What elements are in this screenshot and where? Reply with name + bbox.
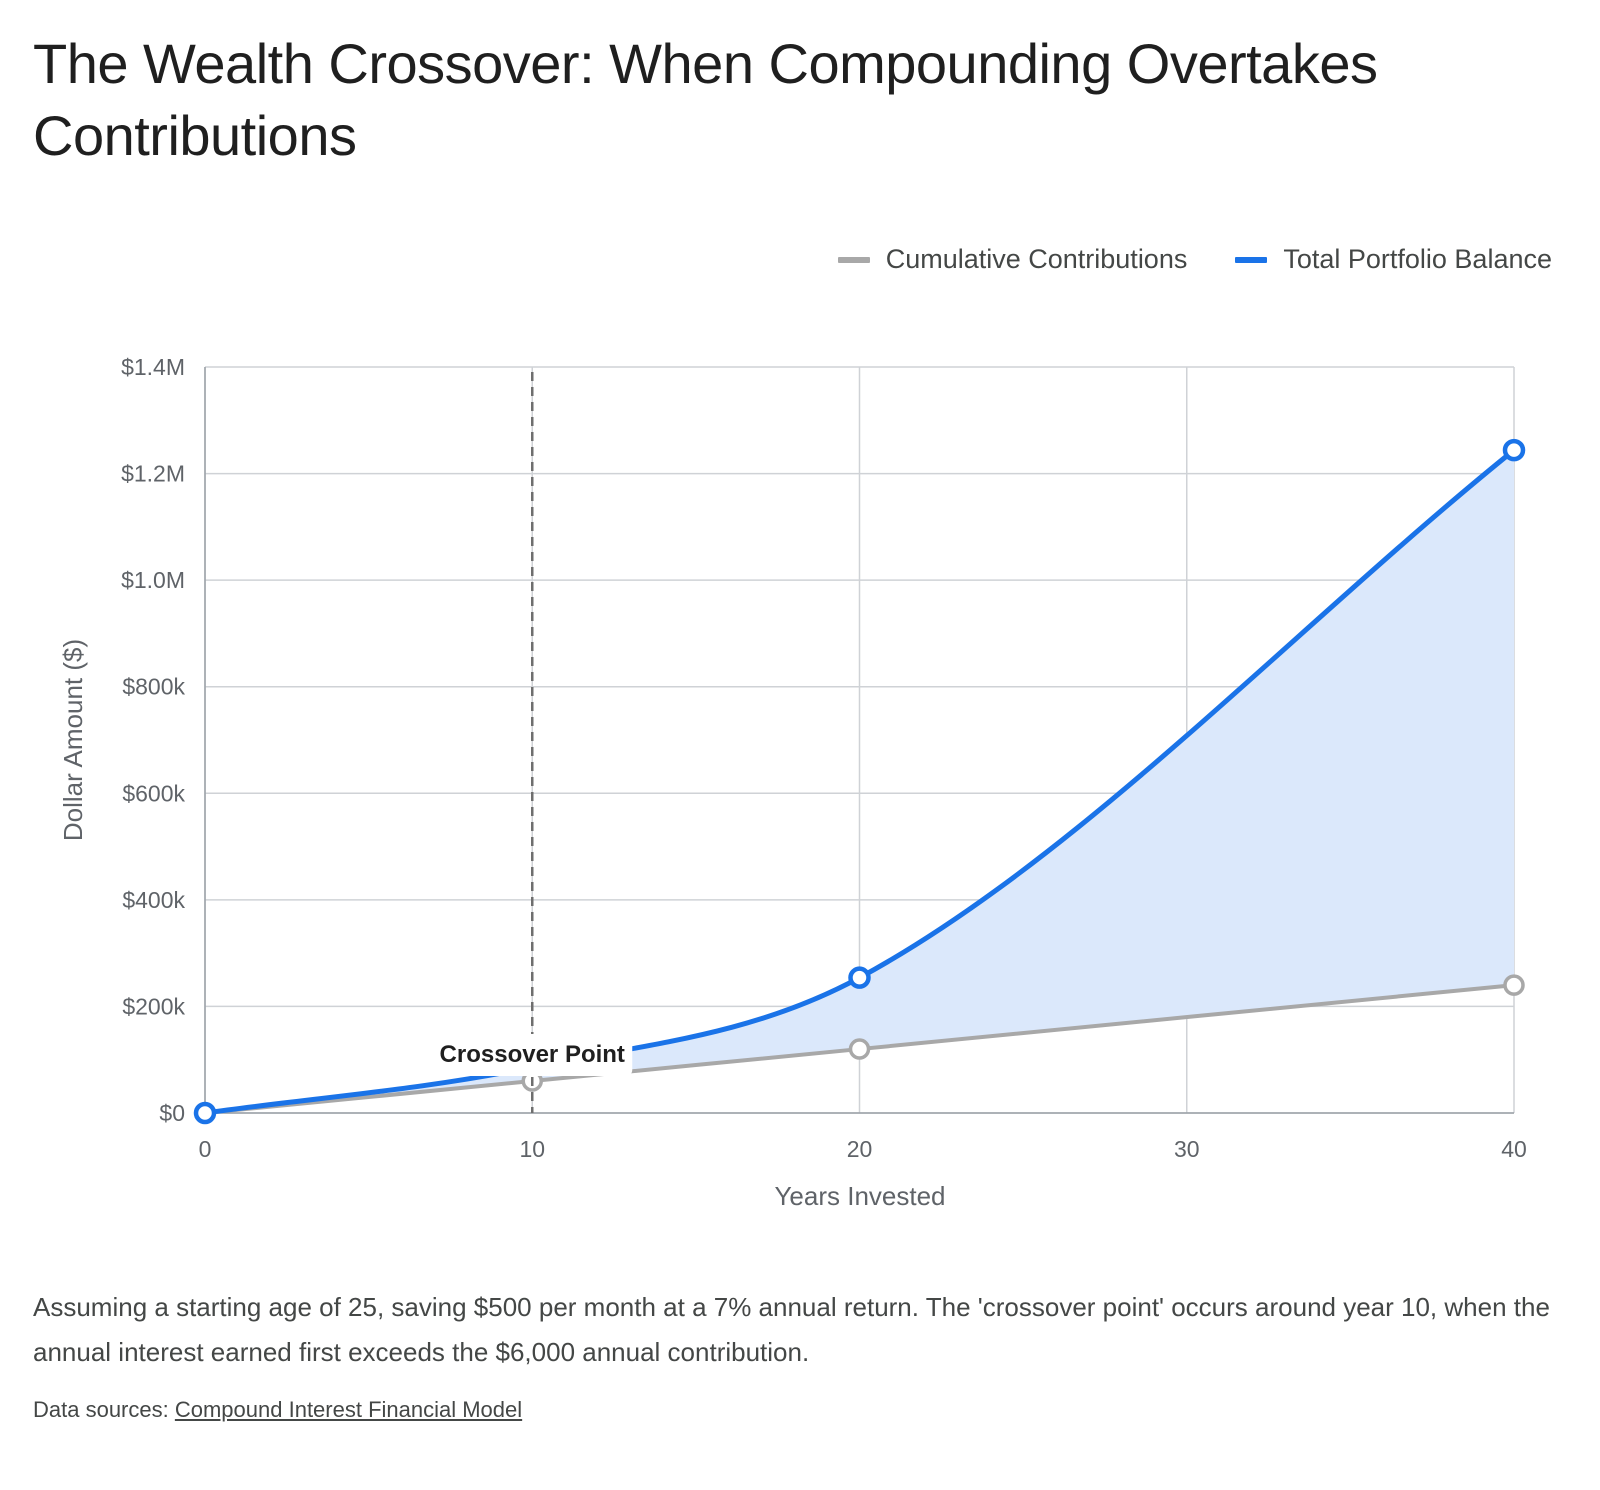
legend-swatch-contributions (837, 256, 870, 263)
legend-swatch-portfolio (1235, 256, 1268, 263)
x-tick-label: 20 (847, 1136, 873, 1162)
sources-link[interactable]: Compound Interest Financial Model (174, 1397, 523, 1422)
legend-item-portfolio[interactable]: Total Portfolio Balance (1235, 244, 1552, 275)
chart-title: The Wealth Crossover: When Compounding O… (33, 32, 1378, 167)
y-tick-label: $0 (159, 1100, 185, 1126)
legend-label-portfolio: Total Portfolio Balance (1283, 244, 1552, 274)
x-axis-title: Years Invested (774, 1181, 945, 1211)
point-portfolio (193, 1101, 217, 1125)
gain-area-fill (205, 450, 1514, 1113)
y-tick-label: $1.0M (121, 567, 185, 593)
crossover-label-background (432, 1034, 633, 1076)
series-line-portfolio (204, 448, 1516, 1116)
y-tick-label: $400k (122, 887, 185, 913)
sources-prefix: Data sources: (33, 1397, 169, 1422)
y-tick-label: $1.2M (121, 461, 185, 487)
chart-legend: Cumulative Contributions Total Portfolio… (837, 244, 1552, 275)
crossover-label: Crossover Point (440, 1041, 625, 1068)
point-portfolio (1502, 438, 1526, 462)
chart-annotations: Crossover Point (432, 372, 633, 1113)
point-portfolio (848, 966, 871, 989)
data-sources: Data sources: Compound Interest Financia… (33, 1397, 522, 1423)
point-contributions (848, 1038, 871, 1060)
chart-axis-ticks: $0 $200k $400k $600k $800k $1.0M $1.2M $1.4M 0 10… (121, 354, 1527, 1162)
line-chart: Crossover Point $0 $200k $400k $600k $800k $1… (58, 354, 1527, 1211)
y-tick-label: $200k (122, 993, 185, 1019)
y-tick-label: $1.4M (121, 354, 185, 380)
y-tick-label: $800k (122, 674, 185, 700)
series-line-contributions (204, 983, 1515, 1115)
point-contributions (1503, 974, 1525, 996)
legend-item-contributions[interactable]: Cumulative Contributions (837, 244, 1188, 275)
x-tick-label: 30 (1174, 1136, 1200, 1162)
x-tick-label: 40 (1501, 1136, 1527, 1162)
y-tick-label: $600k (122, 780, 185, 806)
x-tick-label: 10 (519, 1136, 545, 1162)
chart-caption: Assuming a starting age of 25, saving $5… (33, 1292, 1550, 1367)
x-tick-label: 0 (199, 1136, 212, 1162)
y-axis-title: Dollar Amount ($) (58, 639, 88, 841)
legend-label-contributions: Cumulative Contributions (885, 244, 1188, 274)
